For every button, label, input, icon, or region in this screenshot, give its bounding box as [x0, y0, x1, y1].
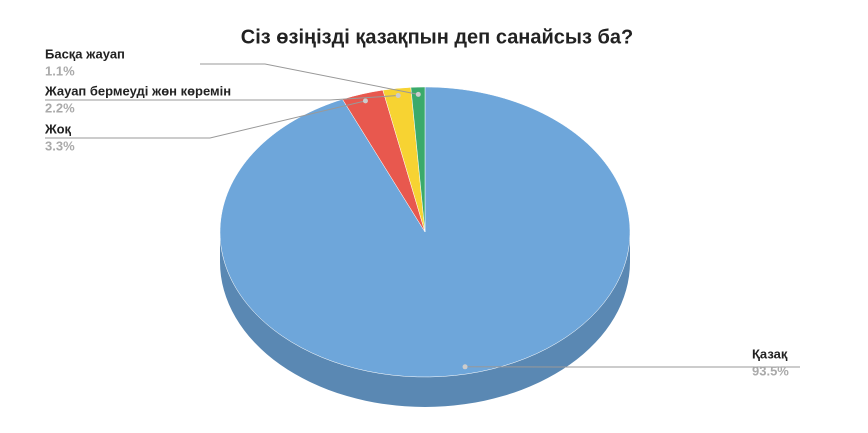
leader-dot [395, 93, 401, 99]
chart-title: Сіз өзіңізді қазақпын деп санайсыз ба? [241, 26, 633, 48]
category-label: Басқа жауап [45, 46, 125, 61]
leader-dot [415, 91, 421, 97]
value-label: 3.3% [45, 138, 75, 153]
pie-slice [410, 86, 426, 233]
leader-line [45, 95, 399, 101]
category-label: Жоқ [44, 121, 72, 136]
category-label: Жауап бермеуді жөн көремін [44, 83, 231, 98]
leader-dot [462, 364, 468, 370]
leader-line [45, 100, 366, 139]
leader-line [200, 63, 419, 95]
value-label: 1.1% [45, 63, 75, 78]
leader-dot [362, 98, 368, 104]
category-label: Қазақ [752, 346, 788, 361]
value-label: 2.2% [45, 100, 75, 115]
value-label: 93.5% [752, 363, 789, 378]
pie-side [220, 232, 630, 407]
